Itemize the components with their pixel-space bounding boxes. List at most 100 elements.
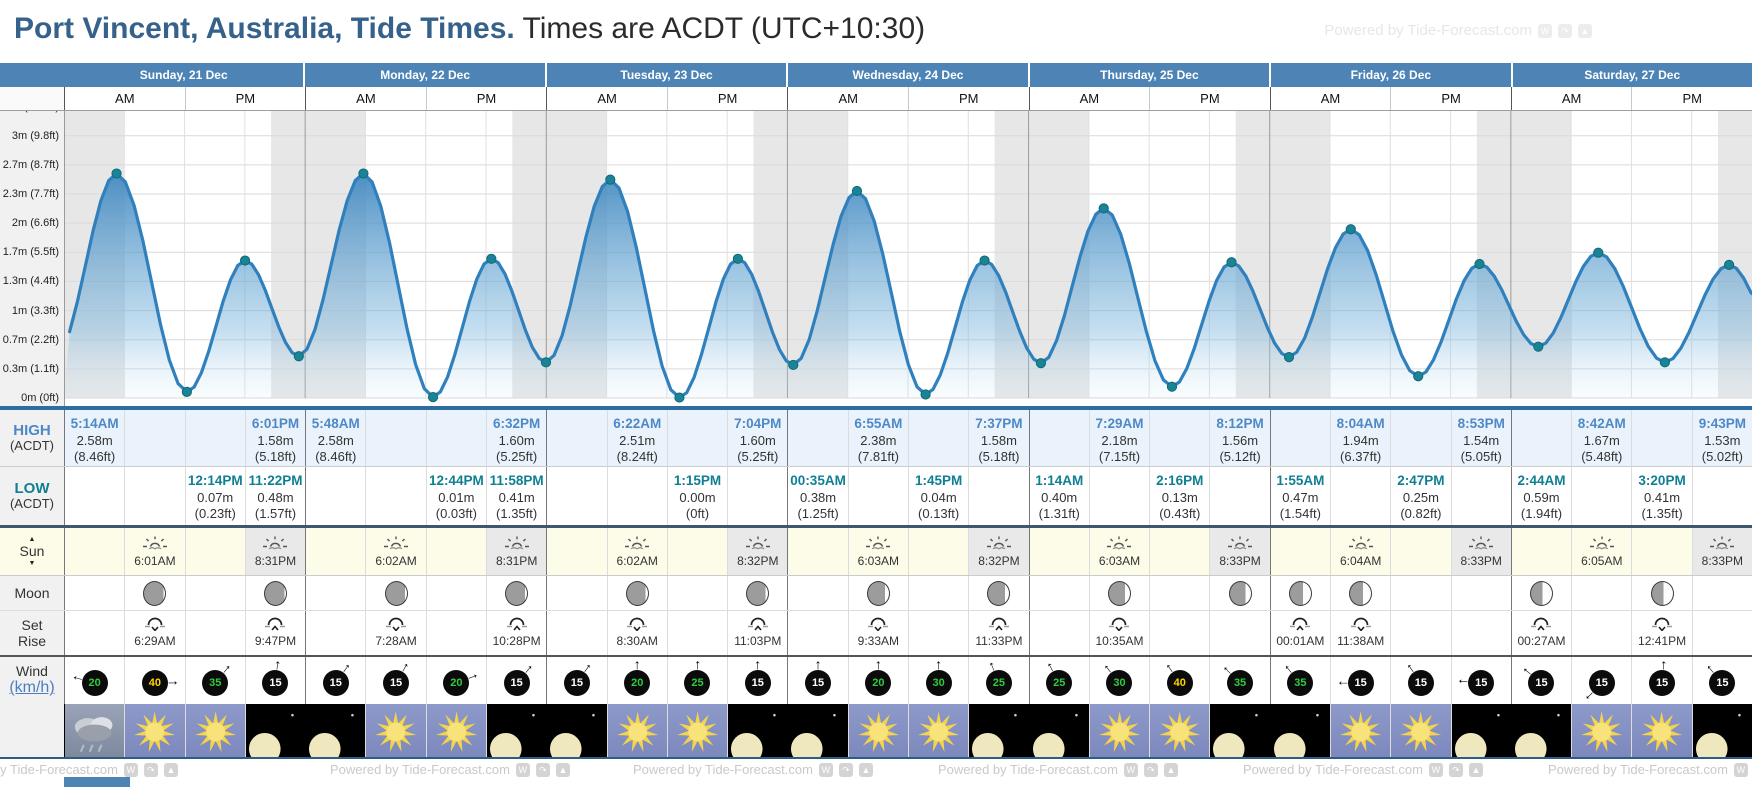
social-icon[interactable]: W — [1733, 762, 1748, 777]
up-icon[interactable]: ▲ — [1468, 762, 1483, 777]
low-tide-time: 12:44PM — [428, 473, 484, 488]
powered-by-footer[interactable]: Powered by Tide-Forecast.com W ↷ ▲ — [938, 762, 1178, 777]
y-axis-label: 2.7m (8.7ft) — [2, 158, 59, 171]
moon-event-cell — [1028, 611, 1089, 655]
social-icon[interactable]: W — [1123, 762, 1138, 777]
tide-height-ft: (8.46ft) — [74, 449, 116, 465]
high-tide-cell: 7:04PM 1.60m (5.25ft) — [727, 410, 787, 467]
moonset-icon — [144, 614, 166, 634]
moon-event-cell: 9:47PM — [244, 611, 305, 655]
low-tide-time: 1:45PM — [914, 473, 963, 488]
social-icon[interactable]: W — [1428, 762, 1443, 777]
wind-direction-arrow: ↑ — [1218, 661, 1235, 678]
social-icon[interactable]: W — [515, 762, 530, 777]
moon-phase-icon — [1349, 580, 1373, 606]
y-axis-gutter: 0m (0ft) 0.3m (1.1ft) 0.7m (2.2ft) 1m (3.3f… — [0, 111, 65, 406]
powered-by-footer-link[interactable]: Powered by Tide-Forecast.com — [0, 762, 118, 777]
sun-empty-cell — [1149, 528, 1209, 575]
share-icon[interactable]: ↷ — [1143, 762, 1158, 777]
moonrise-icon — [988, 614, 1010, 634]
wind-direction-arrow: ↑ — [1580, 688, 1597, 705]
tide-height-ft: (1.57ft) — [254, 506, 297, 522]
high-tide-time: 8:42AM — [1577, 416, 1626, 431]
high-tide-cell: 8:53PM 1.54m (5.05ft) — [1450, 410, 1511, 467]
sunrise-time: 6:03AM — [857, 554, 900, 568]
high-tide-time: 6:32PM — [492, 416, 541, 431]
high-tide-time: 8:04AM — [1336, 416, 1385, 431]
low-tide-cell: 11:58PM 0.41m (1.35ft) — [485, 467, 546, 525]
high-tide-cell — [425, 410, 486, 467]
low-tide-cell — [847, 467, 908, 525]
up-icon[interactable]: ▲ — [1578, 23, 1592, 38]
powered-by-top[interactable]: Powered by Tide-Forecast.com W ↷ ▲ — [1324, 22, 1592, 39]
up-icon[interactable]: ▲ — [555, 762, 570, 777]
moon-phase-icon — [143, 580, 167, 606]
up-icon[interactable]: ▲ — [163, 762, 178, 777]
moon-event-cell: 10:28PM — [485, 611, 546, 655]
moon-phase-cell — [1510, 576, 1571, 610]
tide-height-ft: (8.46ft) — [315, 449, 357, 465]
powered-by-footer[interactable]: Powered by Tide-Forecast.com W ↷ ▲ — [633, 762, 873, 777]
high-tide-cell: 5:14AM 2.58m (8.46ft) — [64, 410, 124, 467]
powered-by-footer-link[interactable]: Powered by Tide-Forecast.com — [1243, 762, 1423, 777]
powered-by-top-link[interactable]: Powered by Tide-Forecast.com — [1324, 22, 1532, 39]
moon-event-cell — [64, 611, 124, 655]
sun-empty-cell — [907, 528, 968, 575]
share-icon[interactable]: ↷ — [1558, 23, 1572, 38]
day-header-corner — [0, 63, 64, 87]
moon-phase-icon — [987, 580, 1011, 606]
low-tide-time: 1:14AM — [1035, 473, 1084, 488]
y-axis-label: 0.3m (1.1ft) — [2, 362, 59, 375]
page-title: Port Vincent, Australia, Tide Times. Tim… — [14, 12, 925, 46]
social-icon[interactable]: W — [818, 762, 833, 777]
timezone-note: Times are ACDT (UTC+10:30) — [514, 12, 926, 45]
share-icon[interactable]: ↷ — [535, 762, 550, 777]
share-icon[interactable]: ↷ — [838, 762, 853, 777]
social-icon[interactable]: W — [123, 762, 138, 777]
low-tide-time: 11:58PM — [489, 473, 544, 488]
moon-phase-cell — [546, 576, 606, 610]
tide-height-ft: (1.94ft) — [1520, 506, 1563, 522]
wind-speed: 15 — [262, 670, 289, 696]
high-tide-time: 9:43PM — [1698, 416, 1746, 431]
collapse-down-icon[interactable]: ▼ — [28, 559, 36, 567]
powered-by-footer-link[interactable]: Powered by Tide-Forecast.com — [1548, 762, 1728, 777]
low-tide-time: 2:44AM — [1517, 473, 1566, 488]
wind-badge: 15 ↑ — [503, 660, 537, 696]
collapse-up-icon[interactable]: ▲ — [28, 536, 36, 544]
wind-unit-link[interactable]: (km/h) — [9, 679, 55, 697]
weather-sun-icon — [1571, 704, 1632, 757]
high-tide-time: 8:53PM — [1457, 416, 1505, 431]
low-tide-cells: 12:14PM 0.07m (0.23ft) 11:22PM 0.48m (1.57ft)… — [64, 467, 1752, 525]
wind-cell: 35 ↑ — [1269, 657, 1330, 704]
wind-speed: 15 — [1709, 670, 1736, 696]
moon-phase-cell — [1209, 576, 1269, 610]
sunrise-icon — [1348, 535, 1374, 553]
social-icon[interactable]: W — [1538, 23, 1552, 38]
moon-row: Moon — [0, 575, 1752, 610]
up-icon[interactable]: ▲ — [858, 762, 873, 777]
halfday-pm-label: PM — [425, 87, 547, 110]
high-tide-cell: 6:22AM 2.51m (8.24ft) — [606, 410, 667, 467]
powered-by-footer[interactable]: Powered by Tide-Forecast.com W ↷ ▲ — [330, 762, 570, 777]
low-tide-cell: 1:15PM 0.00m (0ft) — [666, 467, 727, 525]
low-tide-time: 11:22PM — [248, 473, 303, 488]
up-icon[interactable]: ▲ — [1163, 762, 1178, 777]
low-tide-cell — [64, 467, 124, 525]
weather-night-icon — [1691, 704, 1752, 757]
wind-cell: 30 ↑ — [1088, 657, 1149, 704]
moonset-icon — [1651, 614, 1673, 634]
share-icon[interactable]: ↷ — [143, 762, 158, 777]
share-icon[interactable]: ↷ — [1448, 762, 1463, 777]
powered-by-footer-link[interactable]: Powered by Tide-Forecast.com — [330, 762, 510, 777]
moon-event-cell — [305, 611, 365, 655]
moon-event-time: 11:38AM — [1337, 634, 1385, 648]
powered-by-footer-link[interactable]: Powered by Tide-Forecast.com — [633, 762, 813, 777]
powered-by-footer[interactable]: Powered by Tide-Forecast.com W ↷ ▲ — [0, 762, 178, 777]
powered-by-footer[interactable]: Powered by Tide-Forecast.com W ↷ ▲ — [1243, 762, 1483, 777]
wind-cell: 15 ↑ — [1691, 657, 1752, 704]
powered-by-footer-link[interactable]: Powered by Tide-Forecast.com — [938, 762, 1118, 777]
sunrise-cell: 6:03AM — [847, 528, 908, 575]
